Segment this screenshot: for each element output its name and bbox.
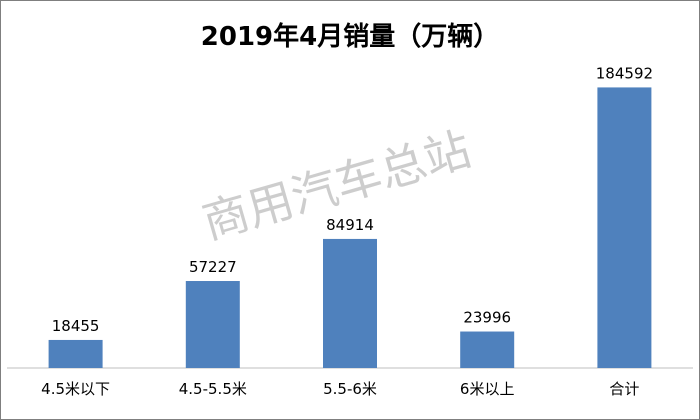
bar-4 [597, 87, 652, 368]
category-label-3: 6米以上 [460, 380, 515, 398]
data-label-2: 84914 [326, 216, 374, 234]
bar-1 [185, 281, 240, 368]
bar-2 [323, 238, 377, 368]
category-label-2: 5.5-6米 [323, 380, 377, 398]
category-label-1: 4.5-5.5米 [179, 380, 247, 398]
bar-0 [48, 339, 103, 368]
data-label-0: 18455 [52, 317, 100, 335]
plot-area: 18455 4.5米以下 57227 4.5-5.5米 84914 5.5-6米 23996… [7, 64, 693, 398]
category-label-4: 合计 [609, 380, 639, 398]
data-label-3: 23996 [463, 309, 511, 327]
data-label-4: 184592 [596, 64, 653, 82]
data-label-1: 57227 [189, 258, 237, 276]
chart-title: 2019年4月销量（万辆） [201, 21, 499, 52]
bar-3 [460, 331, 515, 368]
category-label-0: 4.5米以下 [41, 380, 110, 398]
